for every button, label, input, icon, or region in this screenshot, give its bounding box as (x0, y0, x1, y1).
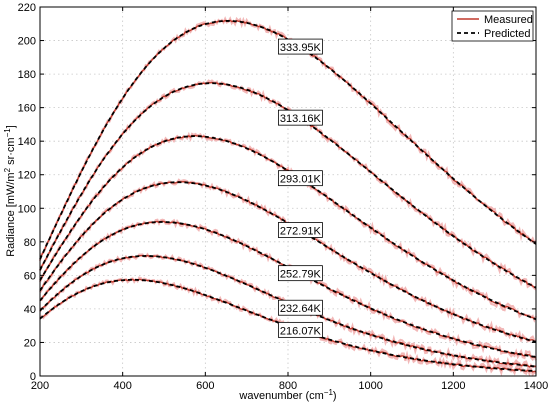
x-tick-label: 1400 (524, 380, 548, 392)
temperature-label-box (277, 38, 323, 55)
temperature-label: 232.64K (277, 299, 323, 316)
y-axis-title: Radiance [mW/m2 sr·cm−1] (3, 125, 17, 257)
x-tick-label: 1000 (358, 380, 382, 392)
legend-measured-label: Measured (484, 14, 533, 26)
temperature-label-text: 333.95K (280, 42, 322, 54)
temperature-label-box (277, 222, 323, 238)
y-tick-label: 160 (18, 103, 36, 115)
legend: Measured Predicted (451, 10, 534, 42)
temperature-label-box (277, 321, 323, 338)
y-tick-label: 20 (24, 337, 36, 349)
y-tick-label: 40 (24, 304, 36, 316)
temperature-label: 272.91K (277, 222, 323, 238)
x-tick-label: 200 (31, 380, 49, 392)
predicted-line-313.16K (39, 82, 537, 289)
temperature-label: 333.95K (277, 38, 323, 55)
y-tick-label: 120 (18, 170, 36, 182)
y-tick-label: 200 (18, 36, 36, 48)
predicted-line-216.07K (39, 278, 537, 372)
temperature-label-box (277, 109, 323, 126)
x-tick-label: 800 (279, 380, 297, 392)
temperature-label-text: 232.64K (280, 303, 322, 315)
temperature-label-text: 313.16K (280, 113, 322, 125)
temperature-label: 216.07K (277, 321, 323, 338)
temperature-label-box (277, 170, 323, 187)
temperature-label-text: 252.79K (280, 269, 322, 281)
x-tick-label: 600 (196, 380, 214, 392)
temperature-label: 293.01K (277, 170, 323, 187)
x-tick-label: 400 (113, 380, 131, 392)
temperature-label: 252.79K (277, 265, 323, 282)
predicted-line-293.01K (39, 135, 537, 321)
y-tick-label: 60 (24, 270, 36, 282)
temperature-label-box (277, 299, 323, 316)
temperature-label: 313.16K (277, 109, 323, 126)
temperature-labels: 333.95K 313.16K 293.01K 272.91K 252.79K 232.6… (277, 38, 323, 338)
temperature-label-text: 216.07K (280, 325, 322, 337)
legend-predicted-label: Predicted (484, 28, 530, 40)
temperature-label-text: 272.91K (280, 225, 322, 237)
x-axis-title: wavenumber (cm−1) (238, 388, 336, 402)
temperature-label-text: 293.01K (280, 174, 322, 186)
axis-ticks: 200 400 600 800 1000 1200 1400 0 20 40 60 80 100 120 1… (18, 2, 549, 392)
y-tick-label: 80 (24, 237, 36, 249)
y-tick-label: 180 (18, 69, 36, 81)
x-tick-label: 1200 (441, 380, 465, 392)
y-tick-label: 0 (30, 371, 36, 383)
y-tick-label: 220 (18, 2, 36, 14)
y-tick-label: 140 (18, 136, 36, 148)
y-tick-label: 100 (18, 203, 36, 215)
temperature-label-box (277, 265, 323, 282)
legend-box (451, 10, 534, 42)
